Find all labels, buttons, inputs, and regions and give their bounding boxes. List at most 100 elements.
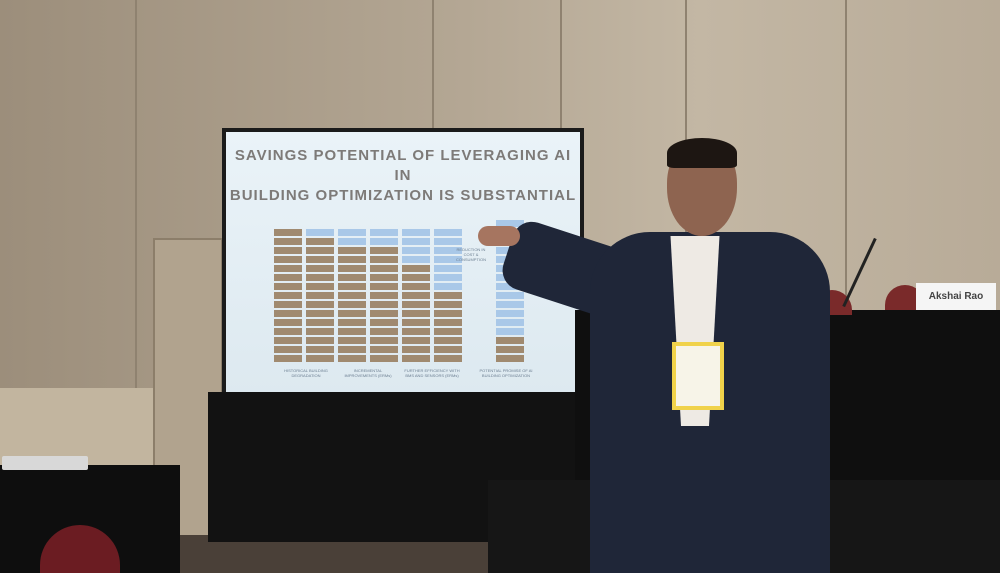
bar-cell-used — [274, 319, 302, 326]
bar-cell-used — [370, 328, 398, 335]
bar-cell-used — [370, 355, 398, 362]
bar-cell-used — [274, 274, 302, 281]
bar-cell-used — [274, 238, 302, 245]
bar-cell-used — [306, 274, 334, 281]
bar-cell-used — [338, 319, 366, 326]
speaker-hair — [667, 138, 737, 168]
bar-cell-used — [338, 346, 366, 353]
bar-cell-saved — [402, 256, 430, 263]
bar-cell-used — [370, 292, 398, 299]
bar-cell-used — [306, 256, 334, 263]
slide-title: SAVINGS POTENTIAL OF LEVERAGING AI IN BU… — [226, 146, 580, 206]
bar-cell-used — [338, 283, 366, 290]
bar-cell-used — [496, 346, 524, 353]
bar-cell-saved — [434, 283, 462, 290]
bar-cell-used — [306, 337, 334, 344]
conference-badge — [672, 342, 724, 410]
bar-cell-saved — [370, 238, 398, 245]
bar-cell-used — [274, 337, 302, 344]
bar-cell-used — [338, 355, 366, 362]
bar-cell-used — [402, 319, 430, 326]
chart-column — [306, 229, 334, 362]
laptop — [2, 456, 88, 470]
label-group-1: HISTORICAL BUILDING DEGRADATION — [284, 368, 328, 378]
bar-cell-used — [306, 292, 334, 299]
bar-cell-used — [402, 355, 430, 362]
bar-cell-used — [274, 229, 302, 236]
bar-cell-used — [306, 310, 334, 317]
bar-cell-used — [274, 346, 302, 353]
label-group-3: FURTHER EFFICIENCY WITH BMS AND SENSORS … — [404, 368, 460, 378]
bar-cell-saved — [434, 229, 462, 236]
bar-cell-saved — [434, 265, 462, 272]
bar-cell-used — [402, 292, 430, 299]
bar-cell-used — [306, 355, 334, 362]
bar-cell-saved — [306, 229, 334, 236]
bar-cell-used — [274, 265, 302, 272]
label-group-4: POTENTIAL PROMISE OF AI BUILDING OPTIMIZ… — [479, 368, 533, 378]
bar-cell-used — [338, 292, 366, 299]
bar-cell-used — [402, 283, 430, 290]
bar-cell-saved — [434, 238, 462, 245]
bar-cell-saved — [434, 247, 462, 254]
bar-cell-used — [338, 247, 366, 254]
chart-column — [274, 229, 302, 362]
slide-title-line-2: BUILDING OPTIMIZATION IS SUBSTANTIAL — [229, 187, 577, 204]
bar-cell-saved — [496, 319, 524, 326]
bar-cell-used — [434, 355, 462, 362]
bar-cell-used — [274, 355, 302, 362]
bar-cell-used — [434, 292, 462, 299]
bar-cell-saved — [496, 301, 524, 308]
bar-cell-saved — [434, 274, 462, 281]
bar-cell-used — [306, 301, 334, 308]
bar-cell-used — [402, 346, 430, 353]
bar-cell-used — [274, 256, 302, 263]
chart-column — [402, 229, 430, 362]
bar-cell-used — [402, 310, 430, 317]
slide-title-line-1: SAVINGS POTENTIAL OF LEVERAGING AI IN — [234, 147, 572, 184]
label-reduction: REDUCTION IN COST & CONSUMPTION — [456, 247, 486, 262]
bar-cell-used — [496, 337, 524, 344]
bar-cell-used — [338, 328, 366, 335]
bar-cell-saved — [496, 328, 524, 335]
slide-bar-chart — [274, 192, 534, 362]
bar-cell-used — [402, 301, 430, 308]
speaker-hand — [478, 226, 520, 246]
bar-cell-used — [274, 292, 302, 299]
bar-cell-used — [370, 319, 398, 326]
bar-cell-saved — [338, 238, 366, 245]
bar-cell-used — [338, 301, 366, 308]
wall-panel-seam — [845, 0, 847, 573]
bar-cell-used — [338, 256, 366, 263]
bar-cell-used — [306, 328, 334, 335]
bar-cell-used — [274, 328, 302, 335]
bar-cell-saved — [434, 256, 462, 263]
bar-cell-saved — [496, 220, 524, 227]
bar-cell-used — [338, 310, 366, 317]
bar-cell-used — [338, 337, 366, 344]
bar-cell-used — [306, 247, 334, 254]
chart-column — [370, 229, 398, 362]
bar-cell-used — [338, 265, 366, 272]
bar-cell-used — [306, 238, 334, 245]
chart-column — [434, 229, 462, 362]
bar-cell-used — [274, 301, 302, 308]
bar-cell-used — [434, 328, 462, 335]
bar-cell-used — [402, 265, 430, 272]
bar-cell-used — [306, 283, 334, 290]
bar-cell-saved — [496, 310, 524, 317]
bar-cell-used — [434, 346, 462, 353]
bar-cell-used — [370, 247, 398, 254]
label-group-2: INCREMENTAL IMPROVEMENTS (ERMs) — [344, 368, 392, 378]
bar-cell-saved — [338, 229, 366, 236]
bar-cell-used — [306, 265, 334, 272]
bar-cell-used — [434, 301, 462, 308]
bar-cell-used — [306, 346, 334, 353]
bar-cell-used — [370, 274, 398, 281]
bar-cell-saved — [402, 229, 430, 236]
bar-cell-used — [274, 247, 302, 254]
bar-cell-used — [274, 310, 302, 317]
bar-cell-used — [306, 319, 334, 326]
bar-cell-saved — [402, 247, 430, 254]
bar-cell-used — [402, 337, 430, 344]
